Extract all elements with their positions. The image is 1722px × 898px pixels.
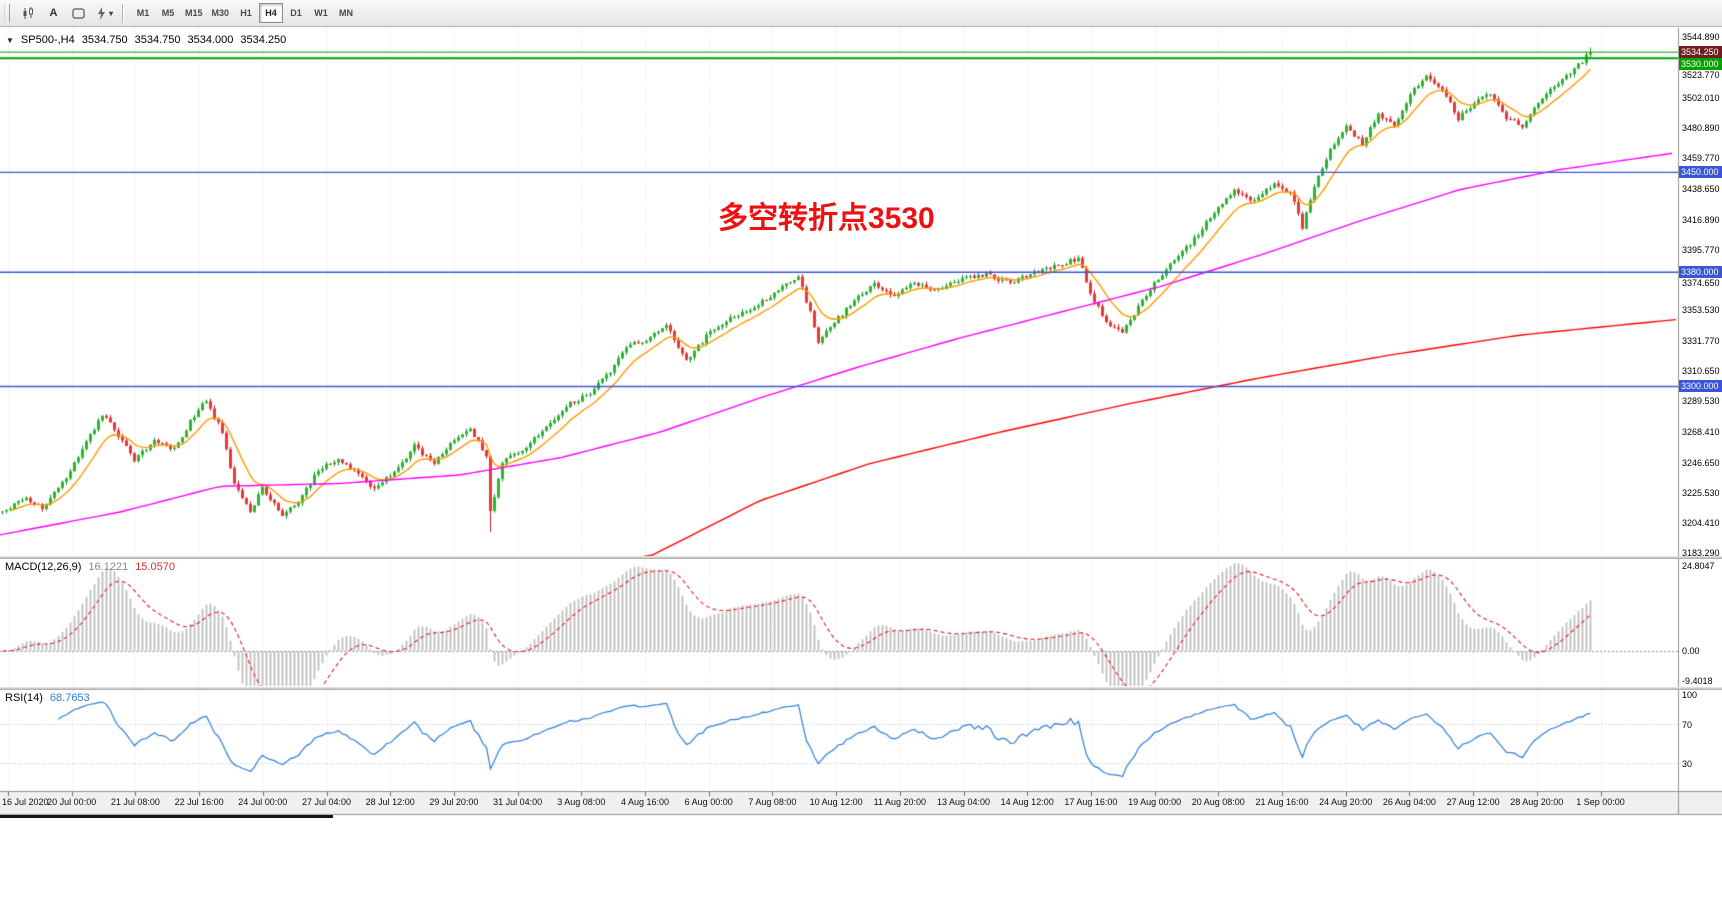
- ohlc-close: 3534.250: [240, 34, 287, 46]
- macd-scale-label: 24.8047: [1682, 561, 1715, 571]
- price-axis-label: 3331.770: [1682, 336, 1720, 347]
- frame-button[interactable]: [67, 3, 90, 24]
- cursor-button[interactable]: A: [42, 3, 65, 24]
- price-axis-label: 3395.770: [1682, 244, 1720, 255]
- price-axis-label: 3416.890: [1682, 214, 1720, 225]
- price-badge: 3534.250: [1679, 46, 1722, 59]
- price-axis-label: 3204.410: [1682, 517, 1720, 528]
- macd-scale-label: -9.4018: [1682, 676, 1713, 686]
- time-axis-label: 21 Aug 16:00: [1255, 797, 1309, 807]
- ohlc-low: 3534.000: [187, 34, 234, 46]
- price-badge: 3300.000: [1679, 380, 1722, 393]
- dropdown-caret-icon: ▾: [109, 8, 114, 18]
- price-axis-label: 3480.890: [1682, 123, 1720, 134]
- price-axis-label: 3289.530: [1682, 396, 1720, 407]
- price-axis-label: 3438.650: [1682, 183, 1720, 194]
- indicators-button[interactable]: ▾: [92, 3, 116, 24]
- timeframe-group: M1 M5 M15 M30 H1 H4 D1 W1 MN: [131, 3, 358, 23]
- time-axis-label: 28 Jul 12:00: [365, 797, 415, 807]
- time-axis-label: 24 Jul 00:00: [238, 797, 288, 807]
- time-axis-label: 24 Aug 20:00: [1319, 797, 1373, 807]
- chart-type-button[interactable]: [17, 3, 40, 24]
- price-axis-label: 3183.290: [1682, 548, 1720, 558]
- time-axis-label: 21 Jul 08:00: [110, 797, 160, 807]
- timeframe-button-m15[interactable]: M15: [181, 3, 207, 23]
- price-axis[interactable]: 3544.890 3534.250 3530.000 3523.770 3502.010…: [1679, 0, 1722, 814]
- time-axis-label: 16 Jul 2020: [2, 797, 49, 807]
- ohlc-high: 3534.750: [134, 34, 181, 46]
- price-axis-label: 3225.530: [1682, 487, 1720, 498]
- price-badge: 3380.000: [1679, 266, 1722, 279]
- price-axis-label: 3246.650: [1682, 457, 1720, 468]
- rsi-scale-label: 30: [1682, 758, 1693, 769]
- time-axis-label: 19 Aug 00:00: [1128, 797, 1182, 807]
- collapse-indicator-icon[interactable]: ▼: [6, 35, 14, 45]
- rsi-scale-label: 100: [1682, 690, 1698, 701]
- price-axis-label: 3459.770: [1682, 153, 1720, 164]
- timeframe-button-w1[interactable]: W1: [309, 3, 333, 23]
- panel-divider[interactable]: [0, 687, 1722, 690]
- time-axis-label: 17 Aug 16:00: [1064, 797, 1118, 807]
- macd-signal-value: 15.0570: [135, 561, 175, 573]
- timeframe-button-m1[interactable]: M1: [131, 3, 155, 23]
- symbol-header: ▼ SP500-,H4 3534.750 3534.750 3534.000 3…: [6, 34, 286, 46]
- price-axis-label: 3268.410: [1682, 426, 1720, 437]
- time-axis-label: 27 Aug 12:00: [1446, 797, 1500, 807]
- price-badge: 3450.000: [1679, 166, 1722, 179]
- ohlc-open: 3534.750: [81, 34, 128, 46]
- panel-divider[interactable]: [0, 556, 1722, 559]
- symbol-name: SP500-,H4: [20, 34, 75, 46]
- time-axis-label: 1 Sep 00:00: [1576, 797, 1625, 807]
- toolbar: A ▾ M1 M5 M15 M30 H1 H4 D1 W1 MN: [0, 0, 1722, 27]
- time-axis-label: 20 Aug 08:00: [1191, 797, 1245, 807]
- toolbar-separator: [122, 3, 124, 23]
- timeframe-button-d1[interactable]: D1: [284, 3, 308, 23]
- time-axis-label: 26 Aug 04:00: [1382, 797, 1436, 807]
- price-axis-label: 3374.650: [1682, 278, 1720, 289]
- timeframe-button-m5[interactable]: M5: [156, 3, 180, 23]
- chart-annotation: 多空转折点3530: [718, 202, 935, 235]
- rsi-value: 68.7653: [49, 692, 90, 704]
- time-axis-label: 22 Jul 16:00: [174, 797, 224, 807]
- timeframe-button-h4[interactable]: H4: [259, 3, 284, 23]
- timeframe-button-h1[interactable]: H1: [234, 3, 258, 23]
- price-badge: 3530.000: [1679, 58, 1722, 71]
- price-axis-label: 3353.530: [1682, 305, 1720, 316]
- zap-icon: [98, 6, 105, 20]
- time-axis-label: 20 Jul 00:00: [47, 797, 97, 807]
- macd-value: 16.1221: [88, 561, 129, 573]
- price-axis-label: 3544.890: [1682, 32, 1720, 42]
- cursor-button-label: A: [49, 7, 58, 19]
- price-axis-label: 3523.770: [1682, 70, 1720, 81]
- time-axis-label: 11 Aug 20:00: [873, 797, 926, 807]
- time-axis-label: 29 Jul 20:00: [429, 797, 479, 807]
- time-axis-label: 13 Aug 04:00: [936, 797, 991, 807]
- rsi-scale-label: 70: [1682, 719, 1693, 730]
- time-axis-label: 6 Aug 00:00: [684, 797, 733, 807]
- time-axis-label: 10 Aug 12:00: [809, 797, 863, 807]
- time-axis-label: 28 Aug 20:00: [1510, 797, 1564, 807]
- time-axis[interactable]: 16 Jul 2020 20 Jul 00:00 21 Jul 08:00 22 Ju…: [0, 792, 1722, 814]
- time-axis-label: 31 Jul 04:00: [493, 797, 543, 807]
- rsi-name: RSI(14): [5, 692, 43, 704]
- macd-scale-label: 0.00: [1682, 646, 1700, 656]
- bottom-partial-bar: [0, 815, 333, 818]
- macd-name: MACD(12,26,9): [5, 561, 82, 573]
- timeframe-button-mn[interactable]: MN: [334, 3, 358, 23]
- toolbar-grip[interactable]: [4, 4, 10, 22]
- time-axis-label: 27 Jul 04:00: [301, 797, 352, 807]
- time-axis-label: 4 Aug 16:00: [620, 797, 670, 807]
- price-axis-label: 3502.010: [1682, 93, 1720, 104]
- time-axis-label: 3 Aug 08:00: [557, 797, 606, 807]
- frame-icon: [72, 7, 85, 19]
- macd-header: MACD(12,26,9) 16.1221 15.0570: [5, 561, 175, 573]
- candlestick-chart-icon: [23, 6, 33, 19]
- time-axis-label: 14 Aug 12:00: [1000, 797, 1054, 807]
- rsi-header: RSI(14) 68.7653: [5, 692, 90, 704]
- time-axis-label: 7 Aug 08:00: [748, 797, 797, 807]
- timeframe-button-m30[interactable]: M30: [208, 3, 234, 23]
- price-axis-label: 3310.650: [1682, 366, 1720, 377]
